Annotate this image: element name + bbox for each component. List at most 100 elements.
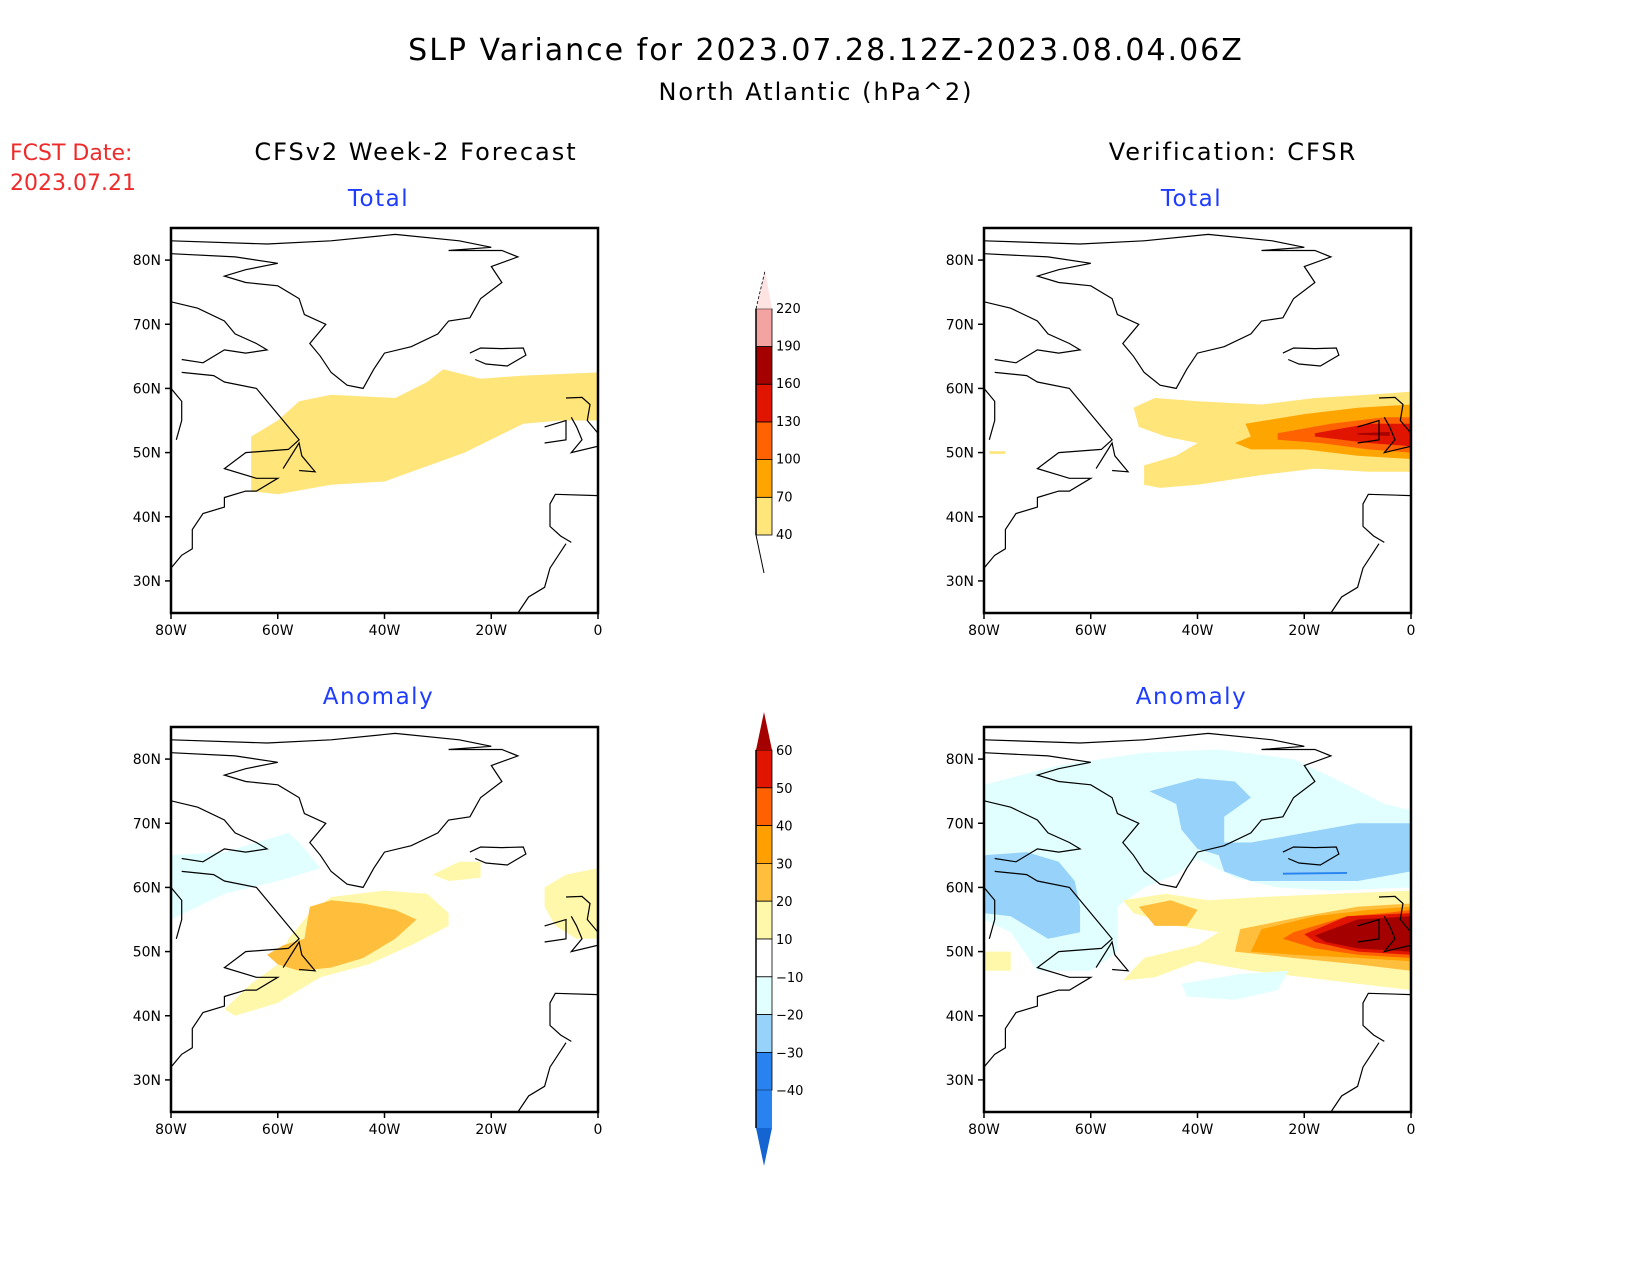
coastline	[1095, 940, 1130, 972]
panel-title: Anomaly	[323, 684, 434, 710]
coastline	[171, 388, 183, 440]
coastline	[171, 732, 520, 889]
y-tick-label: 30N	[946, 574, 974, 590]
y-tick-label: 40N	[133, 510, 161, 526]
y-tick-label: 60N	[133, 880, 161, 896]
column-title-verification: Verification: CFSR	[1109, 138, 1358, 166]
x-tick-label: 40W	[1182, 1122, 1214, 1138]
fcst-date-value: 2023.07.21	[10, 171, 136, 196]
x-tick-label: 60W	[1075, 1122, 1107, 1138]
x-tick-label: 20W	[475, 1122, 507, 1138]
column-title-forecast: CFSv2 Week-2 Forecast	[254, 138, 577, 166]
y-tick-label: 30N	[946, 1073, 974, 1089]
coastline	[1362, 992, 1411, 1042]
shaded-region-level--30	[1282, 872, 1347, 875]
coastline	[171, 887, 183, 939]
x-tick-label: 20W	[1288, 623, 1320, 639]
x-tick-label: 40W	[369, 1122, 401, 1138]
coastline	[984, 371, 1113, 569]
coastline	[517, 543, 567, 613]
colorbar-bottom-triangle	[755, 534, 765, 574]
colorbar-band	[755, 1052, 773, 1091]
y-tick-label: 50N	[133, 945, 161, 961]
coastline	[1378, 396, 1411, 454]
map-panel-forecast-total: Total 80N 70N 60N 50N 40N 30N 80W 60W 40W 20W 0	[133, 186, 603, 639]
x-tick-label: 80W	[155, 1122, 187, 1138]
colorbar-label: −10	[776, 971, 803, 986]
coastline	[1330, 1042, 1380, 1112]
coastline	[1357, 419, 1380, 444]
y-tick-label: 80N	[946, 253, 974, 269]
shaded-region-level-40	[989, 451, 1006, 454]
coastline	[1362, 493, 1411, 543]
colorbar-band	[756, 1090, 772, 1128]
y-tick-label: 60N	[133, 381, 161, 397]
colorbar-top-triangle	[756, 712, 772, 750]
colorbar-label: 20	[776, 895, 793, 910]
coastline	[171, 233, 520, 390]
coastline	[1330, 543, 1380, 613]
colorbar-top-triangle	[756, 270, 772, 309]
x-tick-label: 0	[1407, 1122, 1416, 1138]
shaded-region-level-10	[984, 951, 1011, 971]
coastline	[1282, 846, 1340, 866]
panel-plot-area	[984, 233, 1411, 613]
y-tick-label: 60N	[946, 880, 974, 896]
coastline	[984, 887, 996, 939]
x-tick-label: 40W	[1182, 623, 1214, 639]
panel-title: Total	[347, 186, 409, 212]
colorbar-label: −20	[776, 1009, 803, 1024]
x-tick-label: 0	[594, 1122, 603, 1138]
colorbar-label: 100	[776, 453, 801, 468]
y-tick-label: 80N	[946, 752, 974, 768]
colorbar-label: 60	[776, 744, 793, 759]
colorbar-label: 160	[776, 377, 801, 392]
shaded-region-level--20	[984, 852, 1081, 939]
colorbar-label: 10	[776, 933, 793, 948]
x-tick-label: 80W	[968, 1122, 1000, 1138]
shaded-region-level-60	[1314, 916, 1411, 952]
shaded-region-level-160	[1357, 432, 1390, 436]
colorbar-label: −30	[776, 1046, 803, 1061]
coastline	[984, 388, 996, 440]
colorbar-label: 30	[776, 857, 793, 872]
colorbar-triangle-edge	[755, 270, 766, 309]
map-panel-verification-anomaly: Anomaly 80N 70N 60N 50N 40N 30N 80W 60W 40W 20W 0	[946, 684, 1416, 1138]
coastline	[984, 732, 1333, 889]
coastline	[171, 371, 300, 569]
coastline	[469, 846, 527, 866]
panel-plot-area	[171, 732, 598, 1112]
coastline	[1378, 895, 1411, 953]
y-tick-label: 80N	[133, 253, 161, 269]
coastline	[1357, 918, 1380, 943]
y-tick-label: 30N	[133, 1073, 161, 1089]
y-tick-label: 40N	[946, 1009, 974, 1025]
colorbar-band	[755, 1014, 773, 1053]
x-tick-label: 60W	[1075, 623, 1107, 639]
y-tick-label: 40N	[946, 510, 974, 526]
x-tick-label: 40W	[369, 623, 401, 639]
shaded-region-level--20	[1149, 778, 1411, 881]
coastline	[517, 1042, 567, 1112]
colorbar-band	[755, 938, 773, 978]
colorbar-band	[755, 976, 773, 1015]
map-panel-verification-total: Total 80N 70N 60N 50N 40N 30N 80W 60W 40W 20W 0	[946, 186, 1416, 639]
coastline	[549, 992, 598, 1042]
coastline	[171, 870, 300, 1068]
y-tick-label: 50N	[946, 945, 974, 961]
panel-title: Total	[1160, 186, 1222, 212]
x-tick-label: 0	[1407, 623, 1416, 639]
coastline	[984, 233, 1333, 390]
x-tick-label: 80W	[155, 623, 187, 639]
shaded-region-level-20	[267, 900, 417, 971]
coastline	[171, 301, 269, 364]
x-tick-label: 80W	[968, 623, 1000, 639]
colorbar-band	[755, 496, 773, 536]
colorbar-band	[755, 459, 773, 498]
shaded-region-level--10	[984, 749, 1411, 971]
colorbar-band	[755, 825, 773, 864]
y-tick-label: 60N	[946, 381, 974, 397]
colorbar-bottom-triangle	[756, 1128, 772, 1166]
y-tick-label: 50N	[133, 446, 161, 462]
colorbar-label: −40	[776, 1084, 803, 1099]
